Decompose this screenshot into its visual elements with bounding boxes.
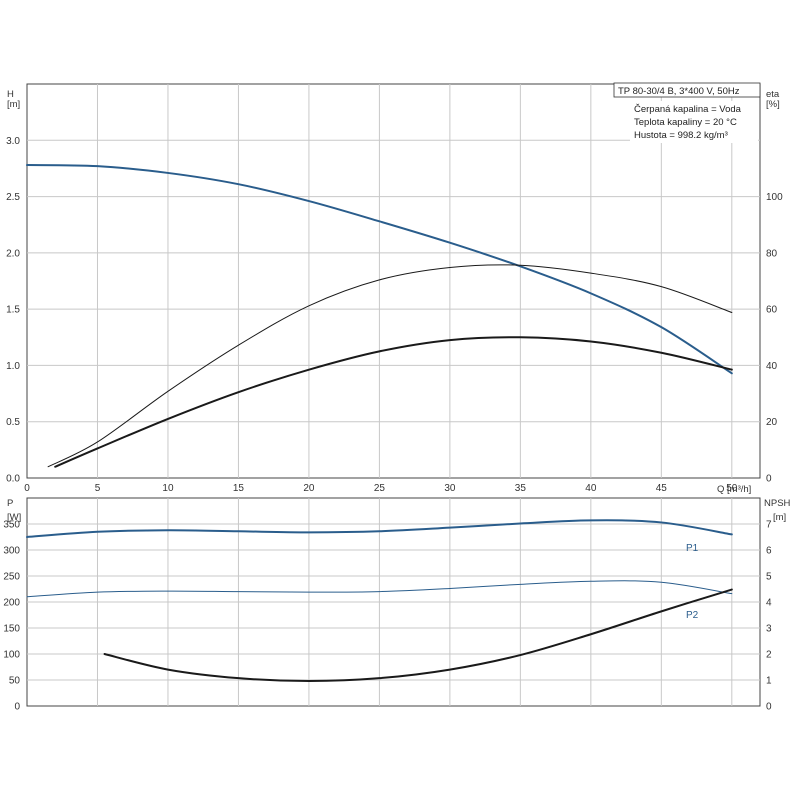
info-model: TP 80-30/4 B, 3*400 V, 50Hz	[618, 86, 740, 97]
y-left-tick-label-performance: 0.0	[6, 474, 20, 485]
y-left-tick-label-performance: 1.5	[6, 305, 20, 316]
series-line-p1	[26, 519, 733, 538]
y-right-tick-label-power-npsh: 6	[766, 546, 772, 557]
x-tick-label: 35	[515, 483, 527, 494]
series-label-p2: P2	[686, 610, 699, 621]
series-line-h	[26, 164, 733, 375]
series-line-h_thin	[47, 264, 733, 468]
y-left-tick-label-power-npsh: 300	[3, 546, 20, 557]
bottom-right-axis-title-2: [m]	[773, 512, 786, 523]
info-liquid: Čerpaná kapalina = Voda	[634, 104, 742, 115]
info-box-background	[630, 101, 758, 143]
y-left-tick-label-power-npsh: 200	[3, 598, 20, 609]
x-tick-label: 0	[24, 483, 30, 494]
y-right-tick-label-performance: 100	[766, 192, 783, 203]
series-line-npsh	[103, 588, 733, 683]
y-right-tick-label-power-npsh: 0	[766, 702, 772, 713]
y-right-tick-label-performance: 0	[766, 474, 772, 485]
top-left-axis-title-1: H	[7, 89, 14, 100]
y-right-tick-label-power-npsh: 4	[766, 598, 772, 609]
series-line-eta	[54, 336, 733, 468]
x-axis-title: Q [m³/h]	[717, 484, 751, 495]
x-tick-label: 45	[656, 483, 668, 494]
info-temperature: Teplota kapaliny = 20 °C	[634, 117, 737, 128]
y-left-tick-label-power-npsh: 50	[9, 676, 21, 687]
x-tick-label: 25	[374, 483, 386, 494]
y-right-tick-label-power-npsh: 5	[766, 572, 772, 583]
y-left-tick-label-performance: 1.0	[6, 361, 20, 372]
bottom-left-axis-title-2: [W]	[7, 512, 21, 523]
y-left-tick-label-performance: 2.0	[6, 248, 20, 259]
x-tick-label: 30	[444, 483, 456, 494]
plot-frame-performance	[26, 83, 761, 479]
info-box	[613, 82, 761, 98]
top-right-axis-title-2: [%]	[766, 99, 780, 110]
y-left-tick-label-performance: 3.0	[6, 136, 20, 147]
x-tick-label: 10	[162, 483, 174, 494]
bottom-right-axis-title-1: NPSH	[764, 498, 791, 509]
y-right-tick-label-power-npsh: 7	[766, 520, 772, 531]
y-right-tick-label-performance: 20	[766, 417, 778, 428]
y-right-tick-label-performance: 60	[766, 305, 778, 316]
bottom-left-axis-title-1: P	[7, 498, 13, 509]
y-left-tick-label-power-npsh: 150	[3, 624, 20, 635]
y-right-tick-label-power-npsh: 1	[766, 676, 772, 687]
series-label-p1: P1	[686, 543, 699, 554]
series-line-p2	[26, 580, 733, 598]
y-right-tick-label-power-npsh: 2	[766, 650, 772, 661]
y-left-tick-label-power-npsh: 100	[3, 650, 20, 661]
x-tick-label: 20	[303, 483, 315, 494]
y-left-tick-label-power-npsh: 250	[3, 572, 20, 583]
y-left-tick-label-power-npsh: 350	[3, 520, 20, 531]
top-right-axis-title-1: eta	[766, 89, 780, 100]
y-right-tick-label-performance: 40	[766, 361, 778, 372]
y-right-tick-label-performance: 80	[766, 248, 778, 259]
x-tick-label: 5	[95, 483, 101, 494]
y-right-tick-label-power-npsh: 3	[766, 624, 772, 635]
y-left-tick-label-performance: 0.5	[6, 417, 20, 428]
x-tick-label: 15	[233, 483, 245, 494]
x-tick-label: 40	[585, 483, 597, 494]
y-left-tick-label-power-npsh: 0	[14, 702, 20, 713]
top-left-axis-title-2: [m]	[7, 99, 20, 110]
info-density: Hustota = 998.2 kg/m³	[634, 130, 728, 141]
x-tick-label: 50	[726, 483, 738, 494]
y-left-tick-label-performance: 2.5	[6, 192, 20, 203]
